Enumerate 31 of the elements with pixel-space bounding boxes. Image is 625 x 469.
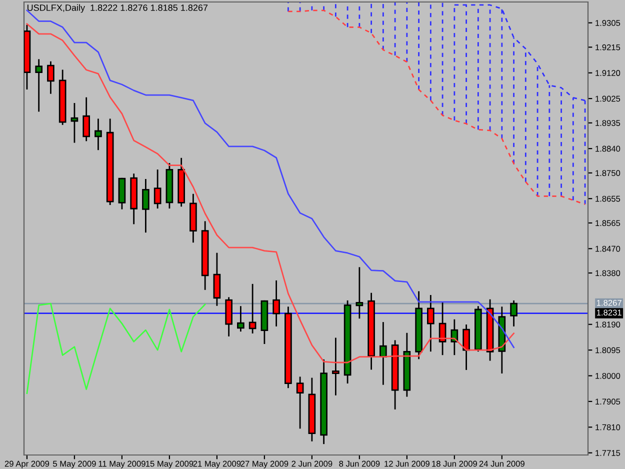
x-tick-label: 27 May 2009 — [240, 460, 288, 468]
y-tick-label: 1.8095 — [596, 347, 620, 354]
chart-title: USDLFX,Daily 1.8222 1.8276 1.8185 1.8267 — [28, 4, 208, 13]
x-tick-label: 29 Apr 2009 — [4, 460, 50, 468]
y-tick-label: 1.8935 — [596, 120, 620, 126]
x-tick-label: 12 Jun 2009 — [384, 460, 430, 467]
y-tick-label: 1.8565 — [596, 220, 620, 226]
x-tick-label: 11 May 2009 — [98, 460, 146, 468]
x-tick-label: 15 May 2009 — [146, 460, 194, 468]
y-tick-label: 1.7715 — [596, 450, 620, 456]
y-tick-label: 1.7810 — [596, 424, 620, 430]
y-tick-label: 1.9215 — [596, 44, 620, 50]
ref-line-label: 1.8231 — [596, 310, 622, 316]
y-tick-label: 1.9305 — [596, 20, 620, 26]
y-tick-label: 1.8840 — [596, 146, 620, 152]
x-tick-label: 8 Jun 2009 — [339, 460, 380, 467]
y-tick-label: 1.8000 — [596, 372, 620, 379]
y-tick-label: 1.8470 — [596, 246, 620, 252]
y-tick-label: 1.7905 — [596, 398, 620, 405]
x-tick-label: 5 May 2009 — [53, 460, 96, 468]
y-tick-label: 1.8190 — [596, 322, 620, 328]
y-tick-label: 1.8655 — [596, 196, 620, 202]
x-tick-label: 18 Jun 2009 — [432, 460, 477, 467]
ref-line-label: 1.8267 — [596, 300, 622, 306]
y-tick-label: 1.9025 — [596, 96, 620, 102]
x-tick-label: 24 Jun 2009 — [479, 460, 524, 467]
y-tick-label: 1.8750 — [596, 170, 620, 176]
y-tick-label: 1.9120 — [596, 70, 620, 76]
x-tick-label: 2 Jun 2009 — [292, 460, 332, 467]
x-tick-label: 21 May 2009 — [193, 460, 241, 468]
y-tick-label: 1.8380 — [596, 270, 620, 276]
